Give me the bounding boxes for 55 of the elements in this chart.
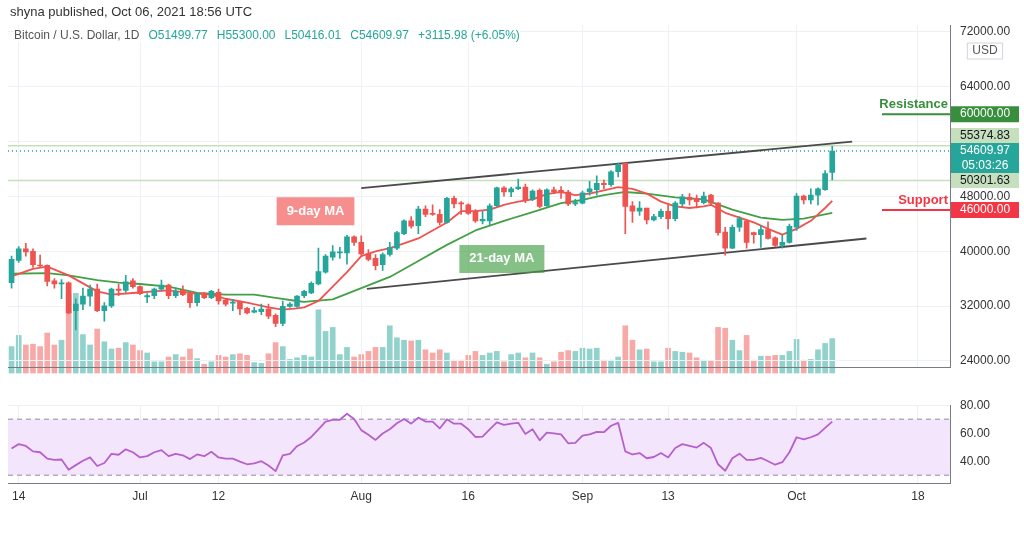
x-tick-label: Jul [132, 489, 148, 504]
bar [194, 358, 200, 374]
y-tick-label: 40.00 [960, 453, 991, 468]
bar [229, 354, 236, 374]
bar [408, 340, 415, 374]
x-tick-label: 13 [661, 489, 676, 504]
candlestick [758, 225, 764, 248]
bar [672, 351, 679, 374]
x-tick-label: Sep [571, 489, 594, 504]
y-tick-label: 60000.00 [960, 106, 1011, 121]
annotation: C54609.97 [350, 28, 409, 42]
y-tick-label: 46000.00 [960, 202, 1011, 217]
ref-line-label: Support [898, 192, 949, 208]
y-tick-label: 32000.00 [960, 298, 1011, 313]
text: 05:03:26 [961, 157, 1009, 172]
candlestick [229, 299, 236, 311]
candlestick [750, 231, 757, 244]
bar [758, 355, 764, 374]
ref-line-label: 55374.83 [959, 127, 1011, 142]
ref-line-label: 50301.63 [959, 172, 1011, 187]
ref-line-label: Resistance [879, 96, 948, 112]
bar [122, 342, 129, 374]
bar [444, 352, 450, 374]
x-tick-label: Aug [350, 489, 372, 504]
annotation: O51499.77 [148, 28, 208, 42]
bar [779, 355, 786, 374]
bar [251, 362, 258, 374]
x-tick-label: Oct [787, 489, 807, 504]
bar [501, 361, 507, 374]
annotation: H55300.00 [216, 28, 276, 42]
series-label: 21-day MA [469, 250, 535, 266]
bar [436, 349, 443, 374]
chart-subtitle: shyna published, Oct 06, 2021 18:56 UTC [10, 4, 253, 19]
x-tick-label: 18 [911, 489, 925, 504]
bar [172, 354, 179, 374]
bar [593, 347, 600, 374]
x-tick-label: 16 [461, 489, 476, 504]
bar [643, 348, 650, 374]
annotation: L50416.01 [284, 28, 342, 42]
y-tick-label: 72000.00 [960, 24, 1011, 39]
y-tick-label: 80.00 [960, 397, 991, 412]
text: 9-day MA [286, 202, 346, 218]
y-tick-label: 60.00 [960, 425, 991, 440]
y-tick-label: 40000.00 [960, 243, 1011, 258]
y-tick-label: 48000.00 [960, 188, 1011, 203]
annotation: +3115.98 (+6.05%) [417, 28, 520, 42]
y-tick-label: 64000.00 [960, 79, 1011, 94]
x-tick-label: 12 [211, 489, 226, 504]
bar [94, 328, 101, 374]
chart-title: Bitcoin / U.S. Dollar, 1D [14, 28, 140, 42]
y-axis-title: USD [972, 43, 998, 58]
y-tick-label: 24000.00 [960, 353, 1011, 368]
x-tick-label: 14 [12, 489, 26, 504]
ref-line-label: 54609.97 [959, 142, 1011, 157]
bar [622, 325, 629, 374]
